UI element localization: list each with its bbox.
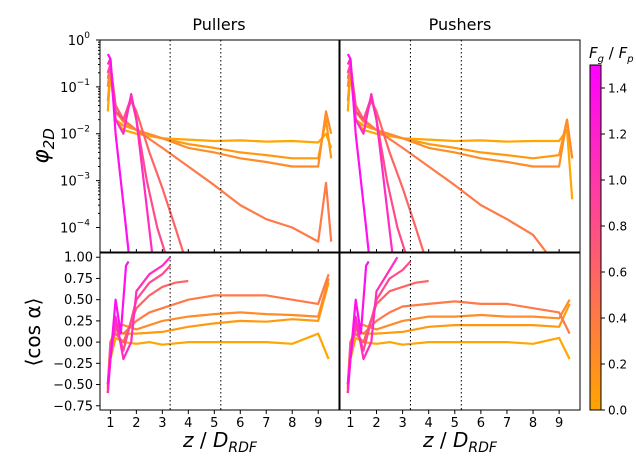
series-lines-pullers-cos: [106, 256, 330, 394]
cb-label-sub1: g: [598, 54, 604, 65]
x-tick-label: 5: [451, 416, 459, 431]
tick-base: 10: [60, 128, 77, 143]
pullers-cos-series-3: [106, 273, 330, 389]
pushers-cos-series-7: [346, 260, 370, 385]
series-lines-pushers-phi: [346, 53, 574, 252]
top-y-axis-label: φ2D: [29, 128, 58, 164]
top-y-tick-label: 10−3: [60, 172, 90, 190]
x-tick-label: 1: [346, 416, 354, 431]
x-tick-label: 3: [398, 416, 406, 431]
tick-base: 10: [60, 81, 77, 96]
tick-base: 10: [68, 34, 85, 49]
axis-ticks: 1 2 3 4 5 6 7 8 9 1 2 3 4 5 6 7 8 910010−110−210−310−4−0.…: [53, 31, 563, 431]
x-label-slash: /: [194, 428, 213, 452]
pushers-phi-series-5: [346, 63, 407, 252]
x-tick-label: 9: [555, 416, 563, 431]
colorbar-ticks: 0.0 0.2 0.4 0.6 0.8 1.0 1.2 1.4: [601, 82, 627, 418]
bottom-y-tick-label: 1.00: [64, 251, 93, 266]
panel-frame-pushers-cos: [339, 252, 581, 411]
x-tick-label: 7: [503, 416, 511, 431]
panel-frame-pushers-phi: [339, 39, 581, 253]
top-y-tick-label: 10−4: [60, 218, 90, 236]
bottom-y-tick-label: 0.25: [64, 314, 93, 329]
cb-label-f2: F: [619, 44, 628, 62]
x-label-subscript: RDF: [468, 440, 498, 456]
x-tick-label: 7: [262, 416, 270, 431]
colorbar-tick-label: 1.2: [608, 128, 627, 142]
panel-frame-pullers-phi: [99, 39, 340, 253]
x-label-slash: /: [434, 428, 453, 452]
tick-exponent: −1: [77, 78, 90, 88]
top-y-tick-label: 100: [68, 31, 91, 49]
x-tick-label: 3: [158, 416, 166, 431]
pullers-phi-series-7: [106, 53, 130, 252]
x-label-z: z: [182, 428, 194, 452]
colorbar-label: Fg / Fp: [589, 44, 634, 65]
cb-label-sub2: p: [626, 54, 633, 65]
pullers-cos-series-7: [106, 260, 130, 385]
x-label-d: D: [213, 428, 228, 452]
tick-exponent: −4: [77, 218, 91, 228]
x-tick-label: 9: [314, 416, 322, 431]
pushers-phi-series-0: [346, 71, 574, 200]
bottom-y-tick-label: 0.50: [64, 293, 93, 308]
x-axis-label-right: z / DRDF: [422, 428, 498, 456]
colorbar-tick-label: 0.8: [608, 220, 627, 234]
top-y-tick-label: 10−2: [60, 125, 90, 143]
tick-base: 10: [60, 175, 77, 190]
colorbar-tick-label: 1.4: [608, 82, 627, 96]
colorbar-tick-label: 1.0: [608, 174, 627, 188]
bottom-y-tick-label: −0.75: [53, 399, 93, 414]
pushers-phi-series-7: [346, 53, 370, 252]
pullers-cos-series-1: [106, 282, 330, 385]
x-axis-label-left: z / DRDF: [182, 428, 258, 456]
top-y-label-subscript: 2D: [40, 128, 58, 149]
x-tick-label: 4: [184, 416, 192, 431]
tick-exponent: 0: [84, 31, 90, 41]
x-tick-label: 6: [477, 416, 485, 431]
pushers-cos-series-3: [346, 300, 571, 389]
x-label-d: D: [453, 428, 468, 452]
bottom-y-axis-label: ⟨cos α⟩: [21, 298, 45, 367]
tick-exponent: −2: [77, 125, 90, 135]
panel-title-pushers: Pushers: [429, 15, 492, 34]
top-y-label-symbol: φ: [29, 149, 54, 164]
colorbar-tick-label: 0.2: [608, 358, 627, 372]
pullers-phi-series-5: [106, 63, 166, 252]
colorbar: [589, 64, 602, 411]
colorbar-tick-label: 0.4: [608, 312, 627, 326]
cb-label-slash: /: [604, 44, 619, 62]
pullers-cos-series-0: [106, 332, 330, 394]
colorbar-tick-label: 0.0: [608, 404, 627, 418]
x-label-subscript: RDF: [228, 440, 258, 456]
x-tick-label: 2: [132, 416, 140, 431]
x-tick-label: 4: [425, 416, 433, 431]
colorbar-tick-label: 0.6: [608, 266, 627, 280]
series-lines-pushers-cos: [346, 256, 571, 394]
tick-exponent: −3: [77, 172, 90, 182]
x-tick-label: 5: [210, 416, 218, 431]
pushers-phi-series-3: [346, 63, 547, 252]
cb-label-f1: F: [589, 44, 598, 62]
x-tick-label: 8: [288, 416, 296, 431]
pushers-cos-series-0: [346, 336, 571, 394]
pullers-phi-series-0: [106, 71, 333, 149]
series-lines-pullers-phi: [106, 53, 333, 252]
x-tick-label: 6: [236, 416, 244, 431]
bottom-y-tick-label: −0.25: [53, 357, 93, 372]
panel-frame-pullers-cos: [99, 252, 340, 411]
x-label-z: z: [422, 428, 434, 452]
x-tick-label: 8: [529, 416, 537, 431]
panel-title-pullers: Pullers: [192, 15, 245, 34]
bottom-y-tick-label: −0.50: [53, 378, 93, 393]
x-tick-label: 2: [372, 416, 380, 431]
bottom-y-tick-label: 0.00: [64, 336, 93, 351]
x-tick-label: 1: [106, 416, 114, 431]
top-y-tick-label: 10−1: [60, 78, 90, 96]
pullers-cos-series-6: [106, 256, 171, 394]
vertical-reference-lines: [169, 40, 462, 410]
tick-base: 10: [60, 221, 77, 236]
bottom-y-tick-label: 0.75: [64, 272, 93, 287]
